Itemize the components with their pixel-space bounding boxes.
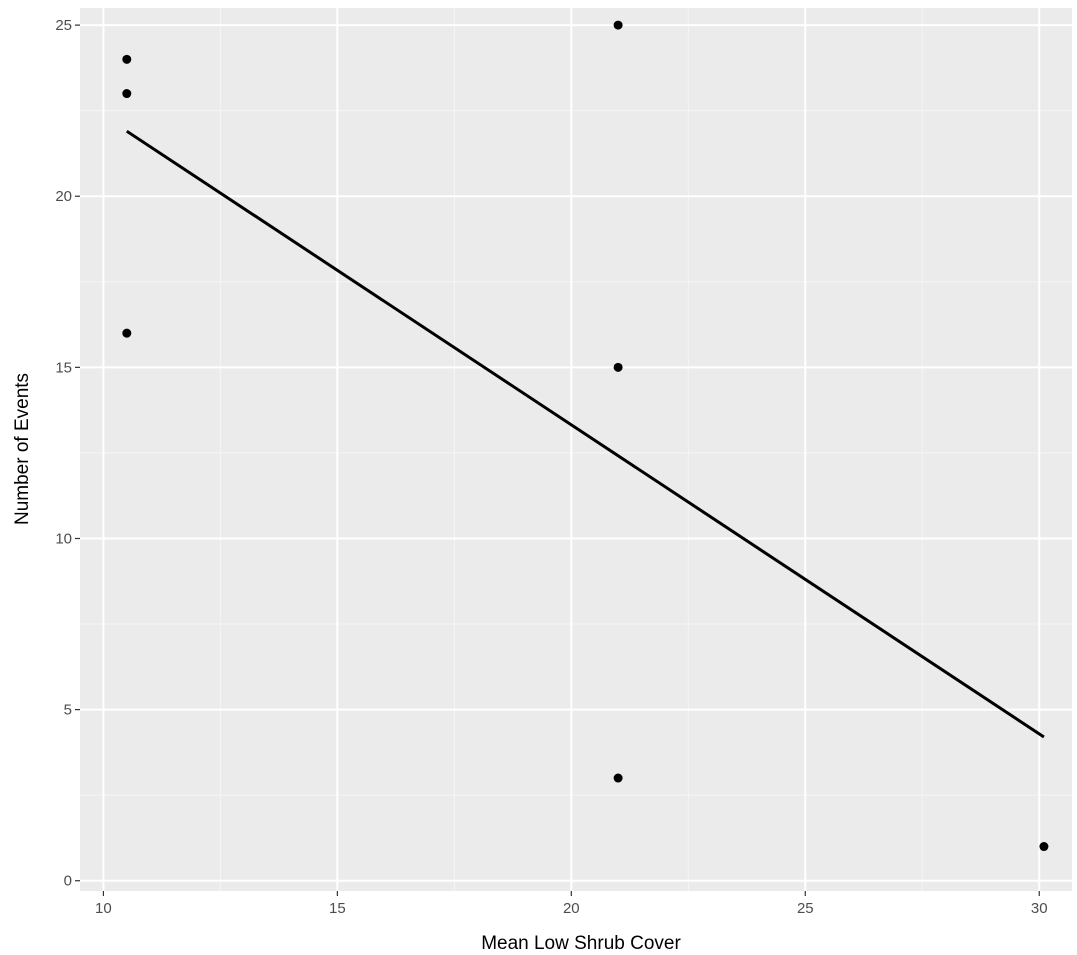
data-point: [613, 362, 623, 372]
y-axis-title: Number of Events: [12, 373, 33, 525]
minor-gridlines: [80, 8, 1072, 891]
plot-panel: [80, 8, 1072, 891]
major-gridlines: [80, 8, 1072, 891]
x-tick-label: 10: [95, 900, 112, 917]
data-point: [613, 20, 623, 30]
y-tick-label: 5: [64, 702, 72, 719]
y-tick-label: 10: [55, 530, 72, 547]
x-tick-label: 15: [329, 900, 346, 917]
y-tick-label: 0: [64, 873, 72, 890]
x-axis-ticks: 10 15 20 25 30: [95, 891, 1048, 917]
data-point: [122, 328, 132, 338]
trend-line: [125, 129, 1045, 739]
data-point: [122, 89, 132, 99]
data-points: [122, 20, 1049, 852]
data-point: [613, 773, 623, 783]
data-point: [1039, 842, 1049, 852]
x-tick-label: 20: [563, 900, 580, 917]
y-tick-label: 25: [55, 17, 72, 34]
x-tick-label: 30: [1031, 900, 1048, 917]
x-tick-label: 25: [797, 900, 814, 917]
y-tick-label: 20: [55, 188, 72, 205]
y-axis-ticks: 0 5 10 15 20 25: [55, 17, 80, 890]
data-point: [122, 54, 132, 64]
y-tick-label: 15: [55, 359, 72, 376]
x-axis-title: Mean Low Shrub Cover: [481, 933, 681, 954]
